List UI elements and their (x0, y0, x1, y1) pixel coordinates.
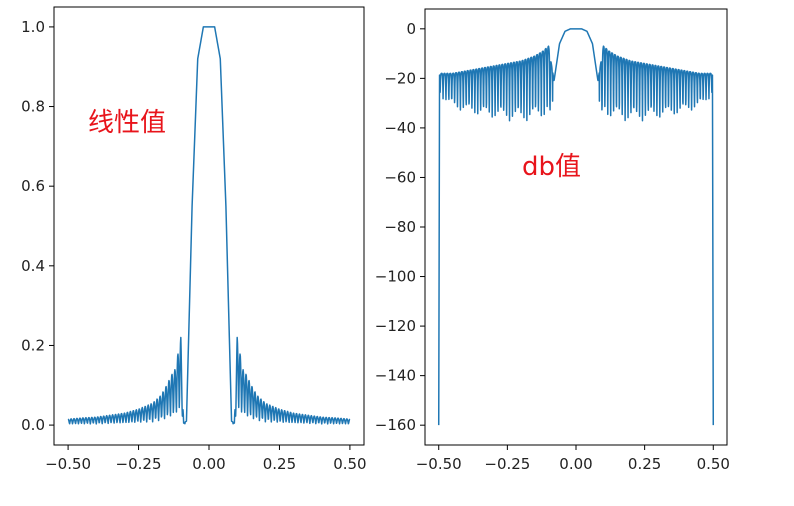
linear-annotation: 线性值 (88, 108, 166, 138)
linear-ytick-label: 0.0 (21, 416, 45, 434)
db-ytick-label: −40 (384, 119, 416, 137)
linear-chart: −0.50 −0.25 0.00 0.25 0.50 0.0 0.2 0.4 0.6 0.8 1.0… (21, 6, 367, 473)
db-ytick-label: −100 (375, 268, 416, 286)
db-ytick-label: −20 (384, 69, 416, 87)
db-response-line (437, 28, 715, 426)
linear-plot-frame (53, 6, 365, 446)
linear-xtick-label: 0.00 (192, 455, 225, 473)
db-ytick-label: −120 (375, 317, 416, 335)
linear-response-line (67, 26, 351, 425)
db-ytick-label: 0 (406, 20, 416, 38)
db-xtick-label: −0.25 (484, 455, 530, 473)
db-curve-layer (437, 28, 715, 426)
db-ytick-label: −80 (384, 218, 416, 236)
db-xtick-label: −0.50 (416, 455, 462, 473)
linear-ytick-label: 1.0 (21, 18, 45, 36)
linear-xtick-label: 0.50 (333, 455, 366, 473)
linear-ytick-label: 0.2 (21, 336, 45, 354)
linear-curve-layer (67, 26, 351, 425)
db-ytick-label: −60 (384, 168, 416, 186)
db-annotation: db值 (522, 152, 581, 182)
db-chart: −0.50 −0.25 0.00 0.25 0.50 0 −20 −40 −60 −80 −100 −… (375, 8, 730, 473)
db-xtick-label: 0.50 (697, 455, 730, 473)
linear-xtick-label: −0.25 (116, 455, 162, 473)
linear-xtick-label: 0.25 (263, 455, 296, 473)
db-xtick-label: 0.00 (559, 455, 592, 473)
linear-xtick-label: −0.50 (45, 455, 91, 473)
db-xtick-label: 0.25 (628, 455, 661, 473)
linear-ytick-label: 0.8 (21, 98, 45, 116)
db-ytick-label: −160 (375, 416, 416, 434)
linear-ticks: −0.50 −0.25 0.00 0.25 0.50 0.0 0.2 0.4 0.6 0.8 1.0 (21, 18, 366, 473)
linear-ytick-label: 0.6 (21, 177, 45, 195)
db-ticks: −0.50 −0.25 0.00 0.25 0.50 0 −20 −40 −60 −80 −100 −… (375, 20, 730, 473)
db-ytick-label: −140 (375, 367, 416, 385)
linear-ytick-label: 0.4 (21, 257, 45, 275)
